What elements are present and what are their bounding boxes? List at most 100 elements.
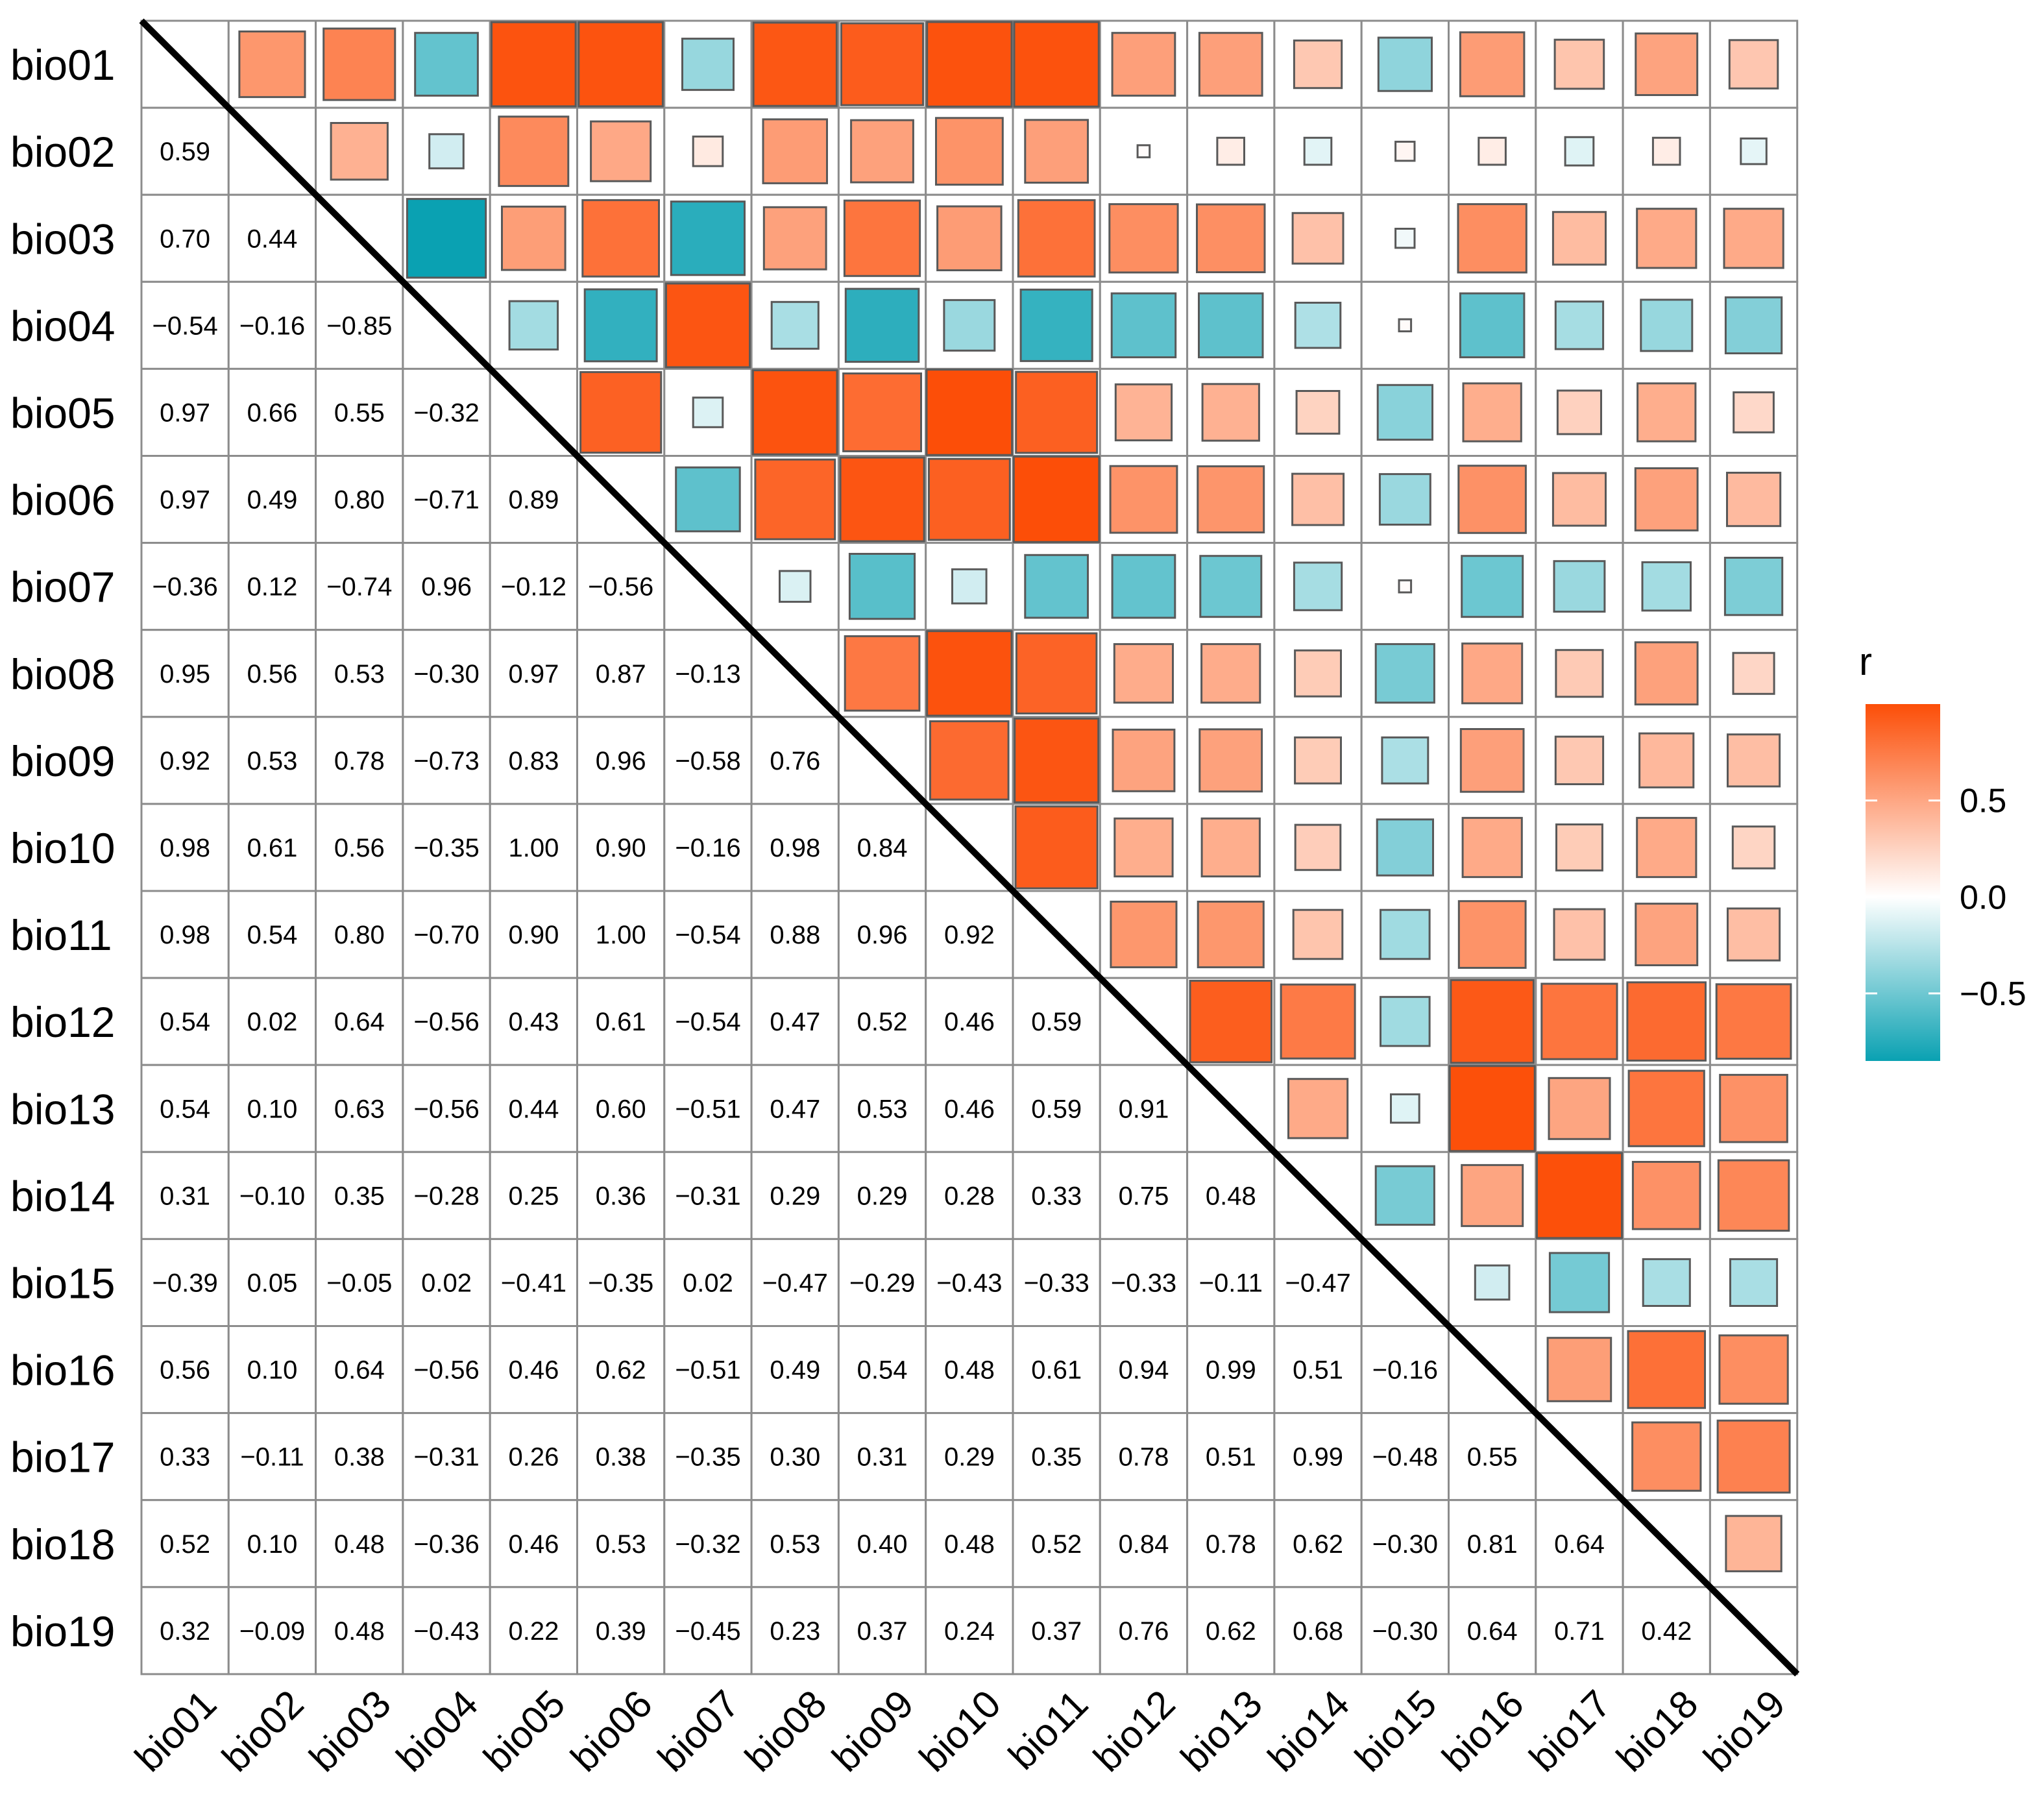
grid-cell-bio14-bio11 xyxy=(1012,1151,1101,1240)
corr-value-bio14-bio12: 0.75 xyxy=(1119,1182,1169,1210)
grid-cell-bio18-bio17 xyxy=(1535,1499,1624,1589)
corr-square-bio01-bio11 xyxy=(1013,21,1100,108)
corr-square-bio13-bio16 xyxy=(1448,1065,1536,1152)
corr-square-bio01-bio10 xyxy=(926,21,1013,108)
row-label-bio04: bio04 xyxy=(10,302,116,350)
corr-value-bio08-bio03: 0.53 xyxy=(334,660,385,688)
corr-value-bio10-bio08: 0.98 xyxy=(770,834,820,862)
corr-square-bio08-bio16 xyxy=(1461,642,1524,705)
grid-cell-bio07-bio01 xyxy=(140,542,230,631)
corr-value-bio17-bio15: −0.48 xyxy=(1372,1443,1438,1472)
corr-value-bio10-bio04: −0.35 xyxy=(413,834,479,862)
corr-value-bio15-bio10: −0.43 xyxy=(936,1269,1002,1297)
corr-value-bio08-bio06: 0.87 xyxy=(596,660,646,688)
corr-square-bio15-bio17 xyxy=(1548,1252,1611,1313)
grid-cell-bio11-bio04 xyxy=(402,890,491,979)
grid-cell-bio09-bio08 xyxy=(750,716,840,805)
corr-square-bio14-bio19 xyxy=(1717,1159,1790,1232)
grid-cell-bio18-bio11 xyxy=(1012,1499,1101,1589)
grid-cell-bio12-bio02 xyxy=(227,977,317,1066)
corr-value-bio12-bio10: 0.46 xyxy=(944,1008,995,1036)
grid-cell-bio17-bio06 xyxy=(576,1412,666,1502)
corr-square-bio06-bio12 xyxy=(1109,465,1178,534)
grid-cell-bio19-bio15 xyxy=(1360,1586,1450,1675)
corr-value-bio16-bio11: 0.61 xyxy=(1031,1356,1082,1385)
corr-value-bio09-bio05: 0.83 xyxy=(508,747,559,775)
corr-value-bio14-bio10: 0.28 xyxy=(944,1182,995,1210)
corr-square-bio04-bio10 xyxy=(943,298,996,352)
corr-square-bio06-bio16 xyxy=(1457,465,1527,534)
corr-square-bio07-bio16 xyxy=(1461,555,1524,618)
corr-value-bio19-bio16: 0.64 xyxy=(1467,1617,1518,1646)
grid-cell-bio13-bio06 xyxy=(576,1064,666,1153)
corr-square-bio01-bio14 xyxy=(1293,39,1343,90)
grid-cell-bio18-bio06 xyxy=(576,1499,666,1589)
grid-cell-bio17-bio10 xyxy=(925,1412,1014,1502)
grid-cell-bio14-bio04 xyxy=(402,1151,491,1240)
corr-square-bio14-bio15 xyxy=(1374,1165,1435,1226)
corr-square-bio01-bio12 xyxy=(1111,32,1176,97)
corr-value-bio16-bio07: −0.51 xyxy=(675,1356,740,1385)
corr-square-bio04-bio05 xyxy=(508,300,559,351)
corr-value-bio13-bio07: −0.51 xyxy=(675,1095,740,1123)
grid-cell-bio05-bio01 xyxy=(140,367,230,457)
corr-value-bio14-bio01: 0.31 xyxy=(160,1182,210,1210)
corr-square-bio09-bio18 xyxy=(1638,732,1695,788)
corr-square-bio17-bio18 xyxy=(1631,1421,1702,1492)
grid-cell-bio08-bio02 xyxy=(227,629,317,718)
corr-value-bio16-bio01: 0.56 xyxy=(160,1356,210,1385)
corr-value-bio16-bio04: −0.56 xyxy=(413,1356,479,1385)
grid-cell-bio13-bio07 xyxy=(663,1064,753,1153)
corr-value-bio08-bio02: 0.56 xyxy=(247,660,298,688)
legend-title: r xyxy=(1859,640,1872,683)
corr-value-bio14-bio11: 0.33 xyxy=(1031,1182,1082,1210)
corr-value-bio18-bio14: 0.62 xyxy=(1293,1530,1343,1559)
corr-square-bio08-bio09 xyxy=(844,635,921,712)
corr-value-bio17-bio03: 0.38 xyxy=(334,1443,385,1472)
corr-value-bio19-bio12: 0.76 xyxy=(1119,1617,1169,1646)
grid-cell-bio14-bio09 xyxy=(837,1151,927,1240)
corr-square-bio06-bio14 xyxy=(1291,472,1345,526)
corr-value-bio18-bio15: −0.30 xyxy=(1372,1530,1438,1559)
corr-value-bio10-bio06: 0.90 xyxy=(596,834,646,862)
grid-cell-bio04-bio02 xyxy=(227,280,317,370)
corr-square-bio13-bio15 xyxy=(1390,1093,1420,1124)
column-label-bio12: bio12 xyxy=(1086,1682,1184,1780)
row-label-bio01: bio01 xyxy=(10,41,116,89)
grid-cell-bio15-bio06 xyxy=(576,1237,666,1328)
corr-square-bio12-bio14 xyxy=(1280,983,1356,1060)
grid-cell-bio18-bio07 xyxy=(663,1499,753,1589)
corr-square-bio03-bio04 xyxy=(406,198,487,279)
corr-value-bio16-bio02: 0.10 xyxy=(247,1356,298,1385)
grid-cell-bio19-bio09 xyxy=(837,1586,927,1675)
grid-cell-bio15-bio12 xyxy=(1099,1237,1189,1328)
corr-square-bio05-bio11 xyxy=(1015,371,1099,454)
corr-value-bio12-bio06: 0.61 xyxy=(596,1008,646,1036)
grid-cell-bio19-bio06 xyxy=(576,1586,666,1675)
corr-value-bio18-bio08: 0.53 xyxy=(770,1530,820,1559)
corr-value-bio18-bio17: 0.64 xyxy=(1554,1530,1605,1559)
corr-square-bio02-bio06 xyxy=(590,120,652,182)
corr-square-bio10-bio11 xyxy=(1014,805,1099,890)
corr-value-bio07-bio03: −0.74 xyxy=(326,573,392,602)
corr-value-bio04-bio02: −0.16 xyxy=(239,311,305,340)
grid-cell-bio10-bio08 xyxy=(750,803,840,892)
corr-square-bio10-bio19 xyxy=(1731,825,1776,870)
corr-square-bio07-bio14 xyxy=(1293,561,1343,611)
grid-cell-bio08-bio05 xyxy=(489,629,579,718)
corr-square-bio06-bio10 xyxy=(927,457,1011,541)
corr-square-bio06-bio09 xyxy=(839,456,925,542)
corr-square-bio05-bio07 xyxy=(692,396,724,428)
grid-cell-bio17-bio01 xyxy=(140,1412,230,1502)
corr-value-bio19-bio18: 0.42 xyxy=(1641,1617,1692,1646)
corr-square-bio03-bio09 xyxy=(843,199,921,277)
corr-square-bio01-bio13 xyxy=(1198,32,1263,97)
corr-value-bio05-bio04: −0.32 xyxy=(413,398,479,427)
grid-cell-bio11-bio07 xyxy=(663,890,753,979)
column-label-bio10: bio10 xyxy=(911,1682,1009,1780)
corr-square-bio07-bio09 xyxy=(848,553,916,620)
grid-cell-bio19-bio10 xyxy=(925,1586,1014,1675)
corr-square-bio13-bio17 xyxy=(1548,1077,1611,1140)
corr-square-bio05-bio13 xyxy=(1201,383,1260,442)
corr-value-bio08-bio05: 0.97 xyxy=(508,660,559,688)
